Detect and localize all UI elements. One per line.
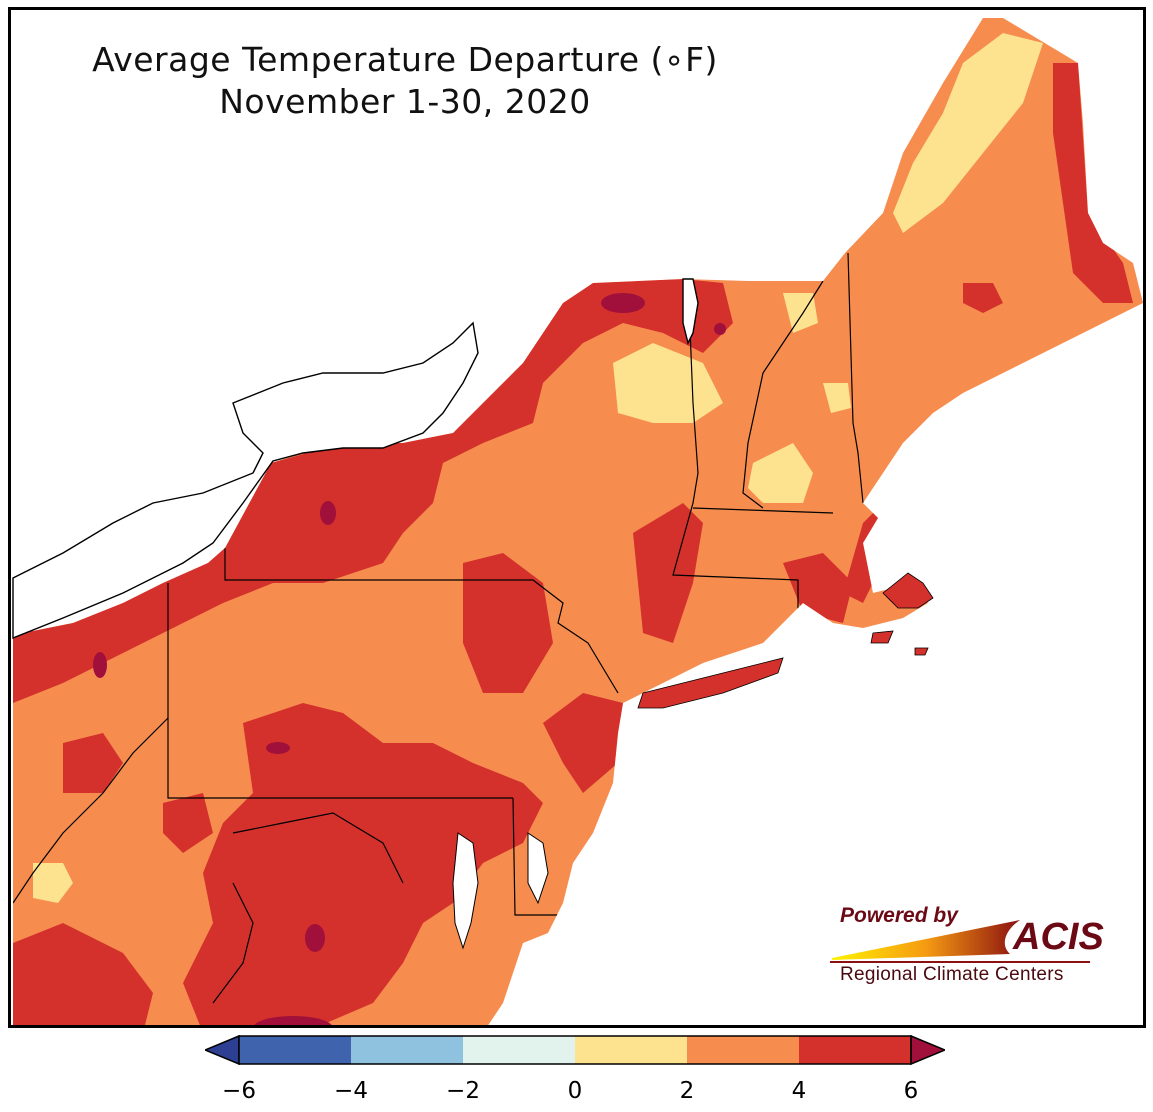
- colorbar-tick-label: 4: [791, 1078, 807, 1104]
- colorbar-tick-label: 0: [567, 1078, 583, 1104]
- powered-by-text: Powered by: [840, 904, 958, 927]
- warm-anomaly-regions: [13, 63, 1133, 1025]
- colorbar-bin: [463, 1036, 576, 1064]
- colorbar-tick-label: −4: [334, 1078, 368, 1104]
- colorbar-bin: [799, 1036, 912, 1064]
- extreme-anomaly-spots: [93, 293, 726, 1025]
- colorbar-tick-label: 2: [679, 1078, 695, 1104]
- colorbar-bin: [687, 1036, 800, 1064]
- colorbar-tick-label: −2: [446, 1078, 480, 1104]
- great-lakes: [12, 278, 699, 640]
- regional-climate-centers-text: Regional Climate Centers: [840, 964, 1064, 985]
- colorbar-over-arrow: [910, 1034, 945, 1066]
- colorbar-bin: [239, 1036, 352, 1064]
- acis-name: ACIS: [1013, 916, 1104, 958]
- map-frame: [8, 7, 1146, 1028]
- colorbar-bin: [351, 1036, 464, 1064]
- islands: [637, 572, 934, 709]
- colorbar-tick-label: 6: [903, 1078, 919, 1104]
- acis-swoosh-icon: [830, 920, 1090, 963]
- colorbar-bin: [575, 1036, 688, 1064]
- map-title: Average Temperature Departure (∘F): [92, 40, 718, 79]
- colorbar-tick-label: −6: [222, 1078, 256, 1104]
- temperature-departure-map: [12, 18, 1143, 1025]
- chesapeake-bay: [452, 832, 549, 950]
- acis-logo: Powered by ACIS Regional Climate Centers: [830, 900, 1110, 995]
- colorbar-under-arrow: [205, 1034, 240, 1066]
- state-borders: [13, 252, 864, 1004]
- colorbar-legend: [205, 1034, 945, 1066]
- colorbar-outline: [238, 1035, 912, 1065]
- map-subtitle: November 1-30, 2020: [219, 82, 591, 121]
